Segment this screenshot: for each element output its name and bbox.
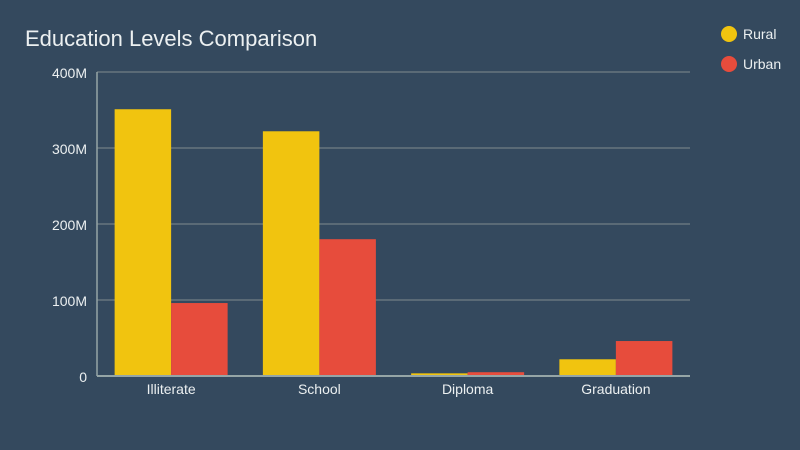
- x-tick-label: Graduation: [581, 381, 650, 397]
- bar-rural: [262, 131, 320, 376]
- bar-rural: [559, 359, 616, 376]
- legend-swatch: [721, 26, 737, 42]
- bar-urban: [171, 303, 228, 376]
- legend-swatch: [721, 56, 737, 72]
- x-tick-label: Diploma: [442, 381, 494, 397]
- bar-rural: [411, 373, 468, 376]
- x-tick-label: School: [298, 381, 341, 397]
- x-tick-label: Illiterate: [147, 381, 196, 397]
- y-tick-label: 100M: [52, 293, 87, 309]
- bar-urban: [319, 239, 376, 376]
- y-tick-label: 400M: [52, 65, 87, 81]
- y-tick-label: 200M: [52, 217, 87, 233]
- y-tick-label: 0: [79, 369, 87, 385]
- y-tick-label: 300M: [52, 141, 87, 157]
- chart-title: Education Levels Comparison: [25, 26, 318, 51]
- bar-urban: [615, 341, 673, 376]
- legend-item-rural[interactable]: Rural: [721, 26, 776, 42]
- legend-label: Rural: [743, 26, 777, 42]
- bar-urban: [467, 372, 525, 376]
- legend-item-urban[interactable]: Urban: [721, 56, 781, 72]
- legend-label: Urban: [743, 56, 782, 72]
- bar-rural: [114, 109, 172, 377]
